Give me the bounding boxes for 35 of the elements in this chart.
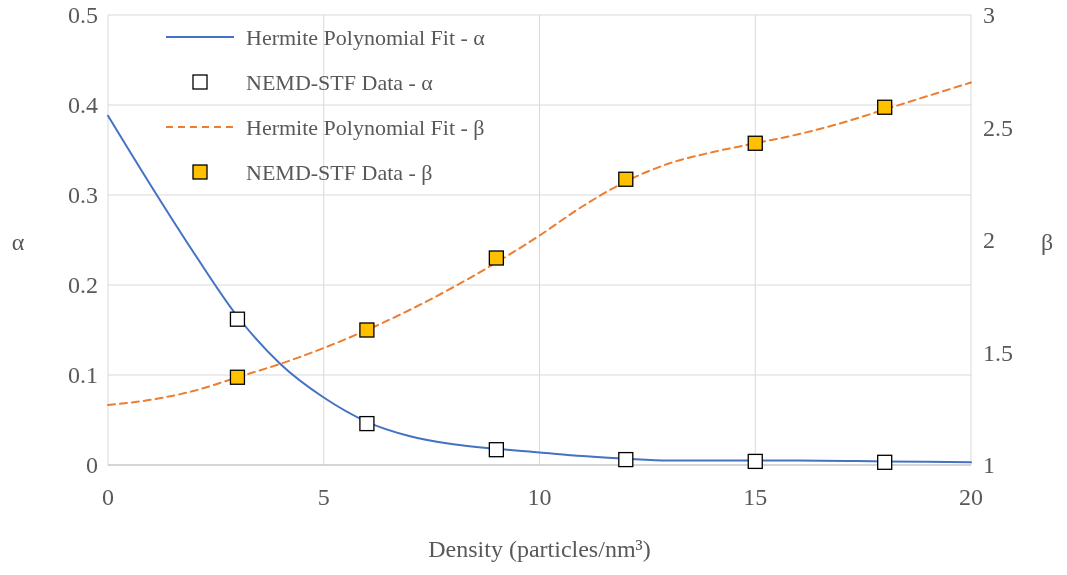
x-axis-title: Density (particles/nm³) (428, 536, 651, 562)
point (229, 311, 246, 327)
point (488, 250, 504, 266)
y-tick-label: 0.1 (68, 362, 98, 388)
y2-tick-label: 1 (983, 452, 995, 478)
point (618, 171, 634, 187)
legend-label: Hermite Polynomial Fit - α (246, 25, 486, 50)
y-tick-label: 0.5 (68, 2, 98, 28)
y2-tick-label: 1.5 (983, 339, 1013, 366)
legend-label: Hermite Polynomial Fit - β (246, 115, 485, 140)
legend-label: NEMD-STF Data - β (246, 160, 433, 185)
y2-tick-label: 2 (983, 227, 995, 253)
point (618, 451, 634, 468)
y-tick-label: 0.3 (68, 182, 98, 208)
point (747, 135, 763, 151)
y-tick-label: 0.4 (68, 92, 98, 118)
x-tick-label: 0 (102, 484, 114, 510)
y-tick-label: 0 (86, 452, 98, 478)
y-tick-label: 0.2 (68, 272, 98, 298)
y2-tick-label: 3 (983, 2, 995, 28)
x-tick-label: 15 (743, 484, 768, 510)
point (359, 415, 375, 432)
x-tick-label: 20 (959, 484, 983, 510)
legend-label: NEMD-STF Data - α (246, 70, 434, 95)
y2-axis-title: β (1040, 229, 1054, 255)
x-tick-label: 5 (317, 484, 330, 510)
point (359, 322, 375, 338)
y-axis-title: α (11, 229, 25, 255)
point (877, 99, 893, 115)
point (488, 442, 504, 458)
point (747, 453, 763, 470)
y2-tick-label: 2.5 (983, 114, 1013, 141)
x-tick-label: 10 (527, 484, 552, 510)
point (229, 369, 246, 385)
point (877, 454, 893, 470)
